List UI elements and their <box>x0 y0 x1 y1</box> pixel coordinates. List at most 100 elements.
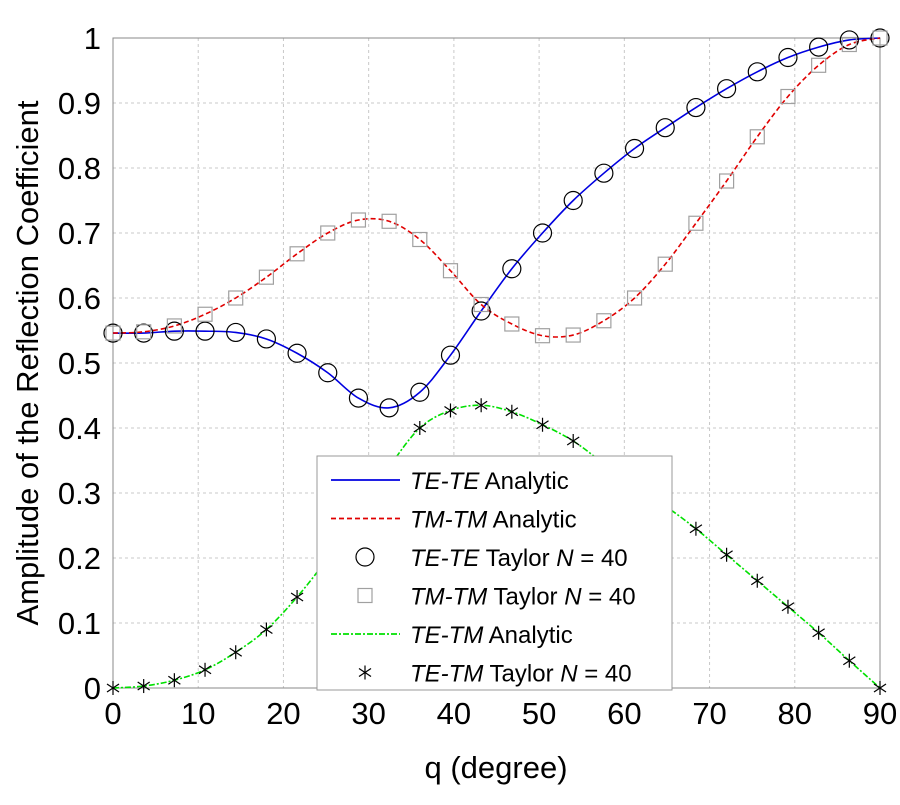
legend-entry: TE-TM Taylor N = 40 <box>410 661 632 688</box>
x-tick-label: 80 <box>778 696 812 731</box>
legend-entry: TE-TE Taylor N = 40 <box>410 545 628 572</box>
marker-star-tetm <box>413 421 427 435</box>
marker-square-tmtm <box>381 213 397 229</box>
x-tick-label: 10 <box>181 696 215 731</box>
marker-square-tmtm <box>718 173 735 189</box>
marker-circle-tete <box>348 388 369 408</box>
marker-square-tmtm <box>258 269 274 285</box>
y-tick-label: 0.7 <box>58 216 101 251</box>
marker-square-tmtm <box>289 246 305 262</box>
marker-circle-tete <box>870 28 890 48</box>
marker-circle-tete <box>379 398 399 418</box>
marker-star-tetm <box>198 662 212 677</box>
marker-circle-tete <box>440 345 461 365</box>
marker-square-tmtm <box>105 325 121 341</box>
marker-circle-tete <box>839 30 859 50</box>
marker-star-tetm <box>444 403 457 418</box>
marker-square-tmtm <box>412 231 428 248</box>
marker-circle-tete <box>410 382 430 402</box>
x-tick-label: 30 <box>351 696 385 731</box>
marker-circle-tete <box>563 190 583 211</box>
x-tick-labels: 0 10 20 30 40 50 60 70 80 90 <box>104 696 897 731</box>
y-tick-label: 0.2 <box>58 541 101 576</box>
legend-marker-star <box>358 665 372 680</box>
marker-circle-tete <box>809 37 829 57</box>
marker-star-tetm <box>474 398 488 413</box>
legend-entry: TM-TM Taylor N = 40 <box>410 584 636 611</box>
y-tick-label: 0.3 <box>58 476 101 511</box>
marker-star-tetm <box>720 547 733 562</box>
marker-star-tetm <box>781 599 795 614</box>
x-tick-label: 0 <box>104 696 121 731</box>
marker-square-tmtm <box>350 212 367 228</box>
marker-star-tetm <box>260 622 273 637</box>
marker-square-tmtm <box>596 313 612 329</box>
series-line-tete <box>112 37 881 409</box>
marker-star-tetm <box>290 590 304 604</box>
legend-entry: TE-TE Analytic <box>410 468 569 495</box>
y-axis-label: Amplitude of the Reflection Coefficient <box>10 100 45 625</box>
marker-circle-tete <box>716 79 737 99</box>
marker-circle-tete <box>778 47 798 68</box>
marker-circle-tete <box>164 321 184 341</box>
y-tick-label: 0.5 <box>58 346 101 381</box>
marker-square-tmtm <box>626 290 643 306</box>
x-axis-label: q (degree) <box>424 750 567 785</box>
marker-star-tetm <box>106 681 120 695</box>
legend-marker-square <box>357 587 373 604</box>
marker-circle-tete <box>256 329 276 349</box>
marker-square-tmtm <box>136 324 152 340</box>
marker-square-tmtm <box>197 306 213 322</box>
marker-star-tetm <box>842 653 856 668</box>
marker-star-tetm <box>689 521 703 536</box>
marker-circle-tete <box>226 322 246 343</box>
x-tick-label: 50 <box>522 696 556 731</box>
marker-star-tetm <box>536 417 549 432</box>
series-line-tmtm <box>112 37 881 338</box>
marker-circle-tete <box>195 321 215 341</box>
marker-square-tmtm <box>442 263 459 279</box>
marker-square-tmtm <box>166 318 182 334</box>
marker-star-tetm <box>229 645 243 660</box>
x-tick-label: 90 <box>863 696 897 731</box>
legend-entry: TE-TM Analytic <box>410 622 573 649</box>
marker-circle-tete <box>686 97 706 118</box>
marker-square-tmtm <box>534 328 551 344</box>
x-tick-label: 40 <box>437 696 471 731</box>
y-tick-label: 1 <box>84 21 101 56</box>
marker-square-tmtm <box>504 316 520 332</box>
legend-marker-circle <box>355 547 375 567</box>
marker-square-tmtm <box>473 296 489 313</box>
marker-square-tmtm <box>749 129 765 145</box>
x-tick-label: 60 <box>607 696 641 731</box>
y-tick-label: 0.6 <box>58 281 101 316</box>
legend-box <box>316 455 673 691</box>
marker-star-tetm <box>566 434 580 448</box>
marker-square-tmtm <box>320 225 336 241</box>
marker-circle-tete <box>747 62 767 82</box>
marker-star-tetm <box>137 679 151 694</box>
marker-square-tmtm <box>688 215 704 231</box>
x-tick-label: 70 <box>692 696 726 731</box>
marker-star-tetm <box>750 573 764 588</box>
marker-square-tmtm <box>811 57 827 73</box>
marker-square-tmtm <box>228 290 244 306</box>
marker-circle-tete <box>103 323 123 343</box>
marker-square-tmtm <box>872 30 888 46</box>
marker-circle-tete <box>471 301 491 321</box>
marker-circle-tete <box>318 363 338 383</box>
marker-circle-tete <box>655 118 675 138</box>
marker-circle-tete <box>502 259 522 279</box>
y-tick-labels: 0 0.1 0.2 0.3 0.4 0.5 0.6 0.7 0.8 0.9 1 <box>58 21 101 706</box>
marker-square-tmtm <box>657 256 673 272</box>
y-tick-label: 0 <box>84 671 101 706</box>
marker-circle-tete <box>624 138 645 159</box>
marker-circle-tete <box>134 323 154 343</box>
y-tick-label: 0.1 <box>58 606 101 641</box>
marker-star-tetm <box>505 404 519 419</box>
y-tick-label: 0.8 <box>58 151 101 186</box>
y-tick-label: 0.9 <box>58 86 101 121</box>
marker-star-tetm <box>873 681 887 695</box>
marker-circle-tete <box>287 343 307 363</box>
